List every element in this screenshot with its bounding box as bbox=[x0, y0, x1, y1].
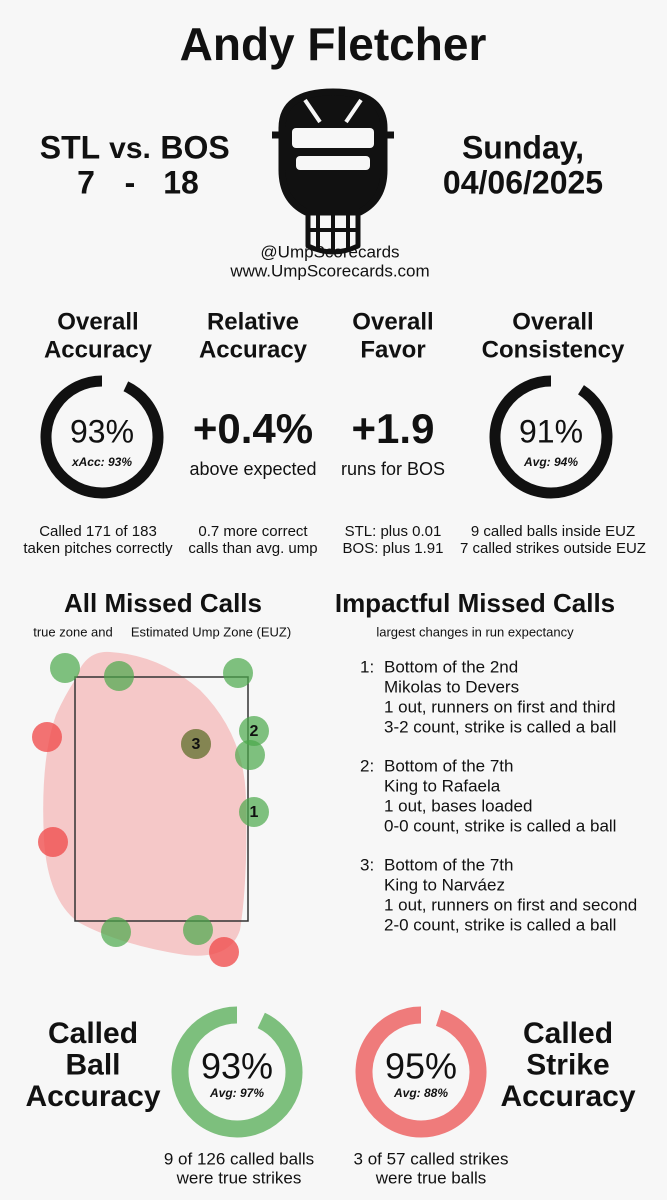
item-line: 0-0 count, strike is called a ball bbox=[384, 816, 616, 835]
away-team: STL bbox=[40, 129, 100, 165]
item-line: 3-2 count, strike is called a ball bbox=[384, 717, 616, 736]
section-subtitle: Estimated Ump Zone (EUZ) bbox=[131, 624, 291, 639]
metric-title: Accuracy bbox=[199, 336, 308, 363]
umpire-name: Andy Fletcher bbox=[180, 18, 487, 70]
ring-value: 93% bbox=[201, 1046, 273, 1087]
metric-note: BOS: plus 1.91 bbox=[343, 540, 444, 557]
ring-sub: xAcc: 93% bbox=[71, 455, 132, 469]
item-number: 3: bbox=[360, 855, 374, 874]
metric-title: Overall bbox=[57, 308, 138, 335]
item-line: King to Rafaela bbox=[384, 776, 501, 795]
metric-sub: above expected bbox=[189, 459, 316, 479]
ring-arc bbox=[171, 1006, 303, 1138]
ring-sub: Avg: 88% bbox=[393, 1086, 448, 1100]
metric-title: Consistency bbox=[482, 336, 625, 363]
metric-value: +0.4% bbox=[193, 405, 313, 452]
section-subtitle: largest changes in run expectancy bbox=[376, 624, 574, 639]
metric-value: +1.9 bbox=[352, 405, 435, 452]
accuracy-title: Called bbox=[48, 1017, 138, 1050]
metric-title: Relative bbox=[207, 308, 299, 335]
ring-value: 91% bbox=[519, 413, 583, 449]
metric-title: Overall bbox=[352, 308, 433, 335]
ring-value: 93% bbox=[70, 413, 134, 449]
ring-arc bbox=[489, 375, 613, 499]
section-title: Impactful Missed Calls bbox=[335, 588, 615, 618]
item-line: 1 out, bases loaded bbox=[384, 796, 532, 815]
item-number: 2: bbox=[360, 756, 374, 775]
item-line: King to Narváez bbox=[384, 875, 505, 894]
metric-title: Accuracy bbox=[44, 336, 153, 363]
item-line: Bottom of the 7th bbox=[384, 855, 513, 874]
metric-note: taken pitches correctly bbox=[23, 540, 173, 557]
versus: vs. bbox=[109, 132, 151, 165]
item-line: 1 out, runners on first and third bbox=[384, 697, 616, 716]
score-dash: - bbox=[125, 164, 136, 200]
accuracy-note: 3 of 57 called strikes bbox=[354, 1149, 509, 1168]
ring-arc bbox=[40, 375, 164, 499]
item-line: Bottom of the 7th bbox=[384, 756, 513, 775]
accuracy-title: Accuracy bbox=[25, 1080, 160, 1113]
metric-note: 0.7 more correct bbox=[198, 523, 308, 540]
metric-sub: runs for BOS bbox=[341, 459, 445, 479]
metric-note: Called 171 of 183 bbox=[39, 523, 157, 540]
home-score: 18 bbox=[163, 164, 199, 200]
away-score: 7 bbox=[77, 164, 95, 200]
game-day: Sunday, bbox=[462, 129, 584, 165]
metric-title: Overall bbox=[512, 308, 593, 335]
accuracy-title: Strike bbox=[526, 1048, 609, 1081]
accuracy-note: were true strikes bbox=[176, 1168, 302, 1187]
item-number: 1: bbox=[360, 657, 374, 676]
metric-note: 9 called balls inside EUZ bbox=[471, 523, 635, 540]
item-line: Bottom of the 2nd bbox=[384, 657, 518, 676]
section-title: All Missed Calls bbox=[64, 588, 262, 618]
item-line: 2-0 count, strike is called a ball bbox=[384, 915, 616, 934]
accuracy-title: Accuracy bbox=[500, 1080, 635, 1113]
item-line: 1 out, runners on first and second bbox=[384, 895, 637, 914]
ring-arc bbox=[355, 1006, 487, 1138]
metric-note: STL: plus 0.01 bbox=[345, 523, 442, 540]
ring-value: 95% bbox=[385, 1046, 457, 1087]
accuracy-note: 9 of 126 called balls bbox=[164, 1149, 314, 1168]
metric-note: 7 called strikes outside EUZ bbox=[460, 540, 646, 557]
pitch-marker: 1 bbox=[250, 804, 259, 821]
missed-pitches bbox=[32, 653, 269, 967]
metric-note: calls than avg. ump bbox=[188, 540, 317, 557]
website: www.UmpScorecards.com bbox=[229, 261, 429, 280]
accuracy-title: Ball bbox=[65, 1048, 120, 1081]
accuracy-note: were true balls bbox=[375, 1168, 487, 1187]
strike-zone-plot bbox=[32, 651, 269, 967]
game-date: 04/06/2025 bbox=[443, 164, 603, 200]
pitch-marker: 2 bbox=[250, 723, 259, 740]
item-line: Mikolas to Devers bbox=[384, 677, 519, 696]
ring-sub: Avg: 97% bbox=[209, 1086, 264, 1100]
ring-sub: Avg: 94% bbox=[523, 455, 578, 469]
handle: @UmpScorecards bbox=[260, 242, 399, 261]
euz-area bbox=[43, 651, 247, 956]
home-team: BOS bbox=[160, 129, 229, 165]
accuracy-title: Called bbox=[523, 1017, 613, 1050]
pitch-marker: 3 bbox=[192, 736, 201, 753]
umpire-mask bbox=[272, 88, 394, 255]
section-subtitle: true zone and bbox=[33, 624, 113, 639]
metric-title: Favor bbox=[360, 336, 425, 363]
